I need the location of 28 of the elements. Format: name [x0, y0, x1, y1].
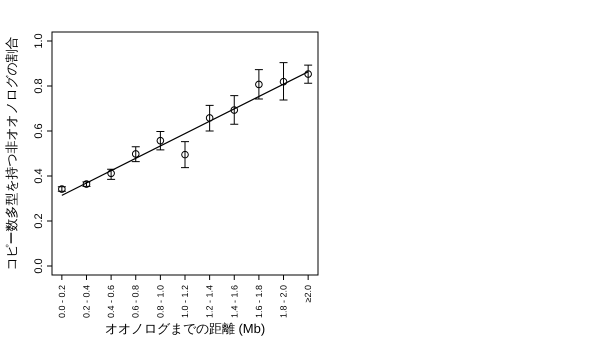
- x-tick-label: 0.4 - 0.6: [106, 285, 116, 318]
- y-tick-label: 0.4: [33, 168, 45, 184]
- y-tick-label: 0.2: [33, 213, 45, 229]
- point: [255, 80, 263, 88]
- point: [107, 170, 115, 178]
- point: [206, 114, 214, 122]
- point: [181, 150, 189, 158]
- x-tick-label: 1.6 - 1.8: [254, 285, 264, 318]
- x-tick-label: 0.6 - 0.8: [130, 285, 141, 318]
- y-tick-label: 0.6: [33, 123, 45, 139]
- point: [230, 106, 238, 114]
- y-tick-label: 0.0: [33, 258, 45, 274]
- y-tick-label: 0.8: [33, 78, 45, 94]
- x-tick-label: 0.8 - 1.0: [155, 285, 166, 318]
- point: [304, 70, 312, 78]
- point: [156, 136, 164, 144]
- x-tick-label: 1.0 - 1.2: [180, 285, 190, 318]
- x-tick-label: 1.4 - 1.6: [229, 285, 240, 318]
- x-tick-label: 1.2 - 1.4: [204, 285, 215, 318]
- point: [132, 150, 140, 158]
- x-tick-label: 1.8 - 2.0: [278, 285, 289, 318]
- x-axis-title: オオノログまでの距離 (Mb): [104, 321, 266, 336]
- x-tick-label: ≥2.0: [303, 285, 314, 302]
- y-axis-title: コピー数多型を持つ非オオノログの割合: [4, 36, 19, 270]
- x-tick-label: 0.2 - 0.4: [81, 285, 92, 318]
- x-tick-label: 0.0 - 0.2: [56, 285, 67, 318]
- point: [280, 78, 288, 86]
- y-tick-label: 1.0: [33, 33, 45, 49]
